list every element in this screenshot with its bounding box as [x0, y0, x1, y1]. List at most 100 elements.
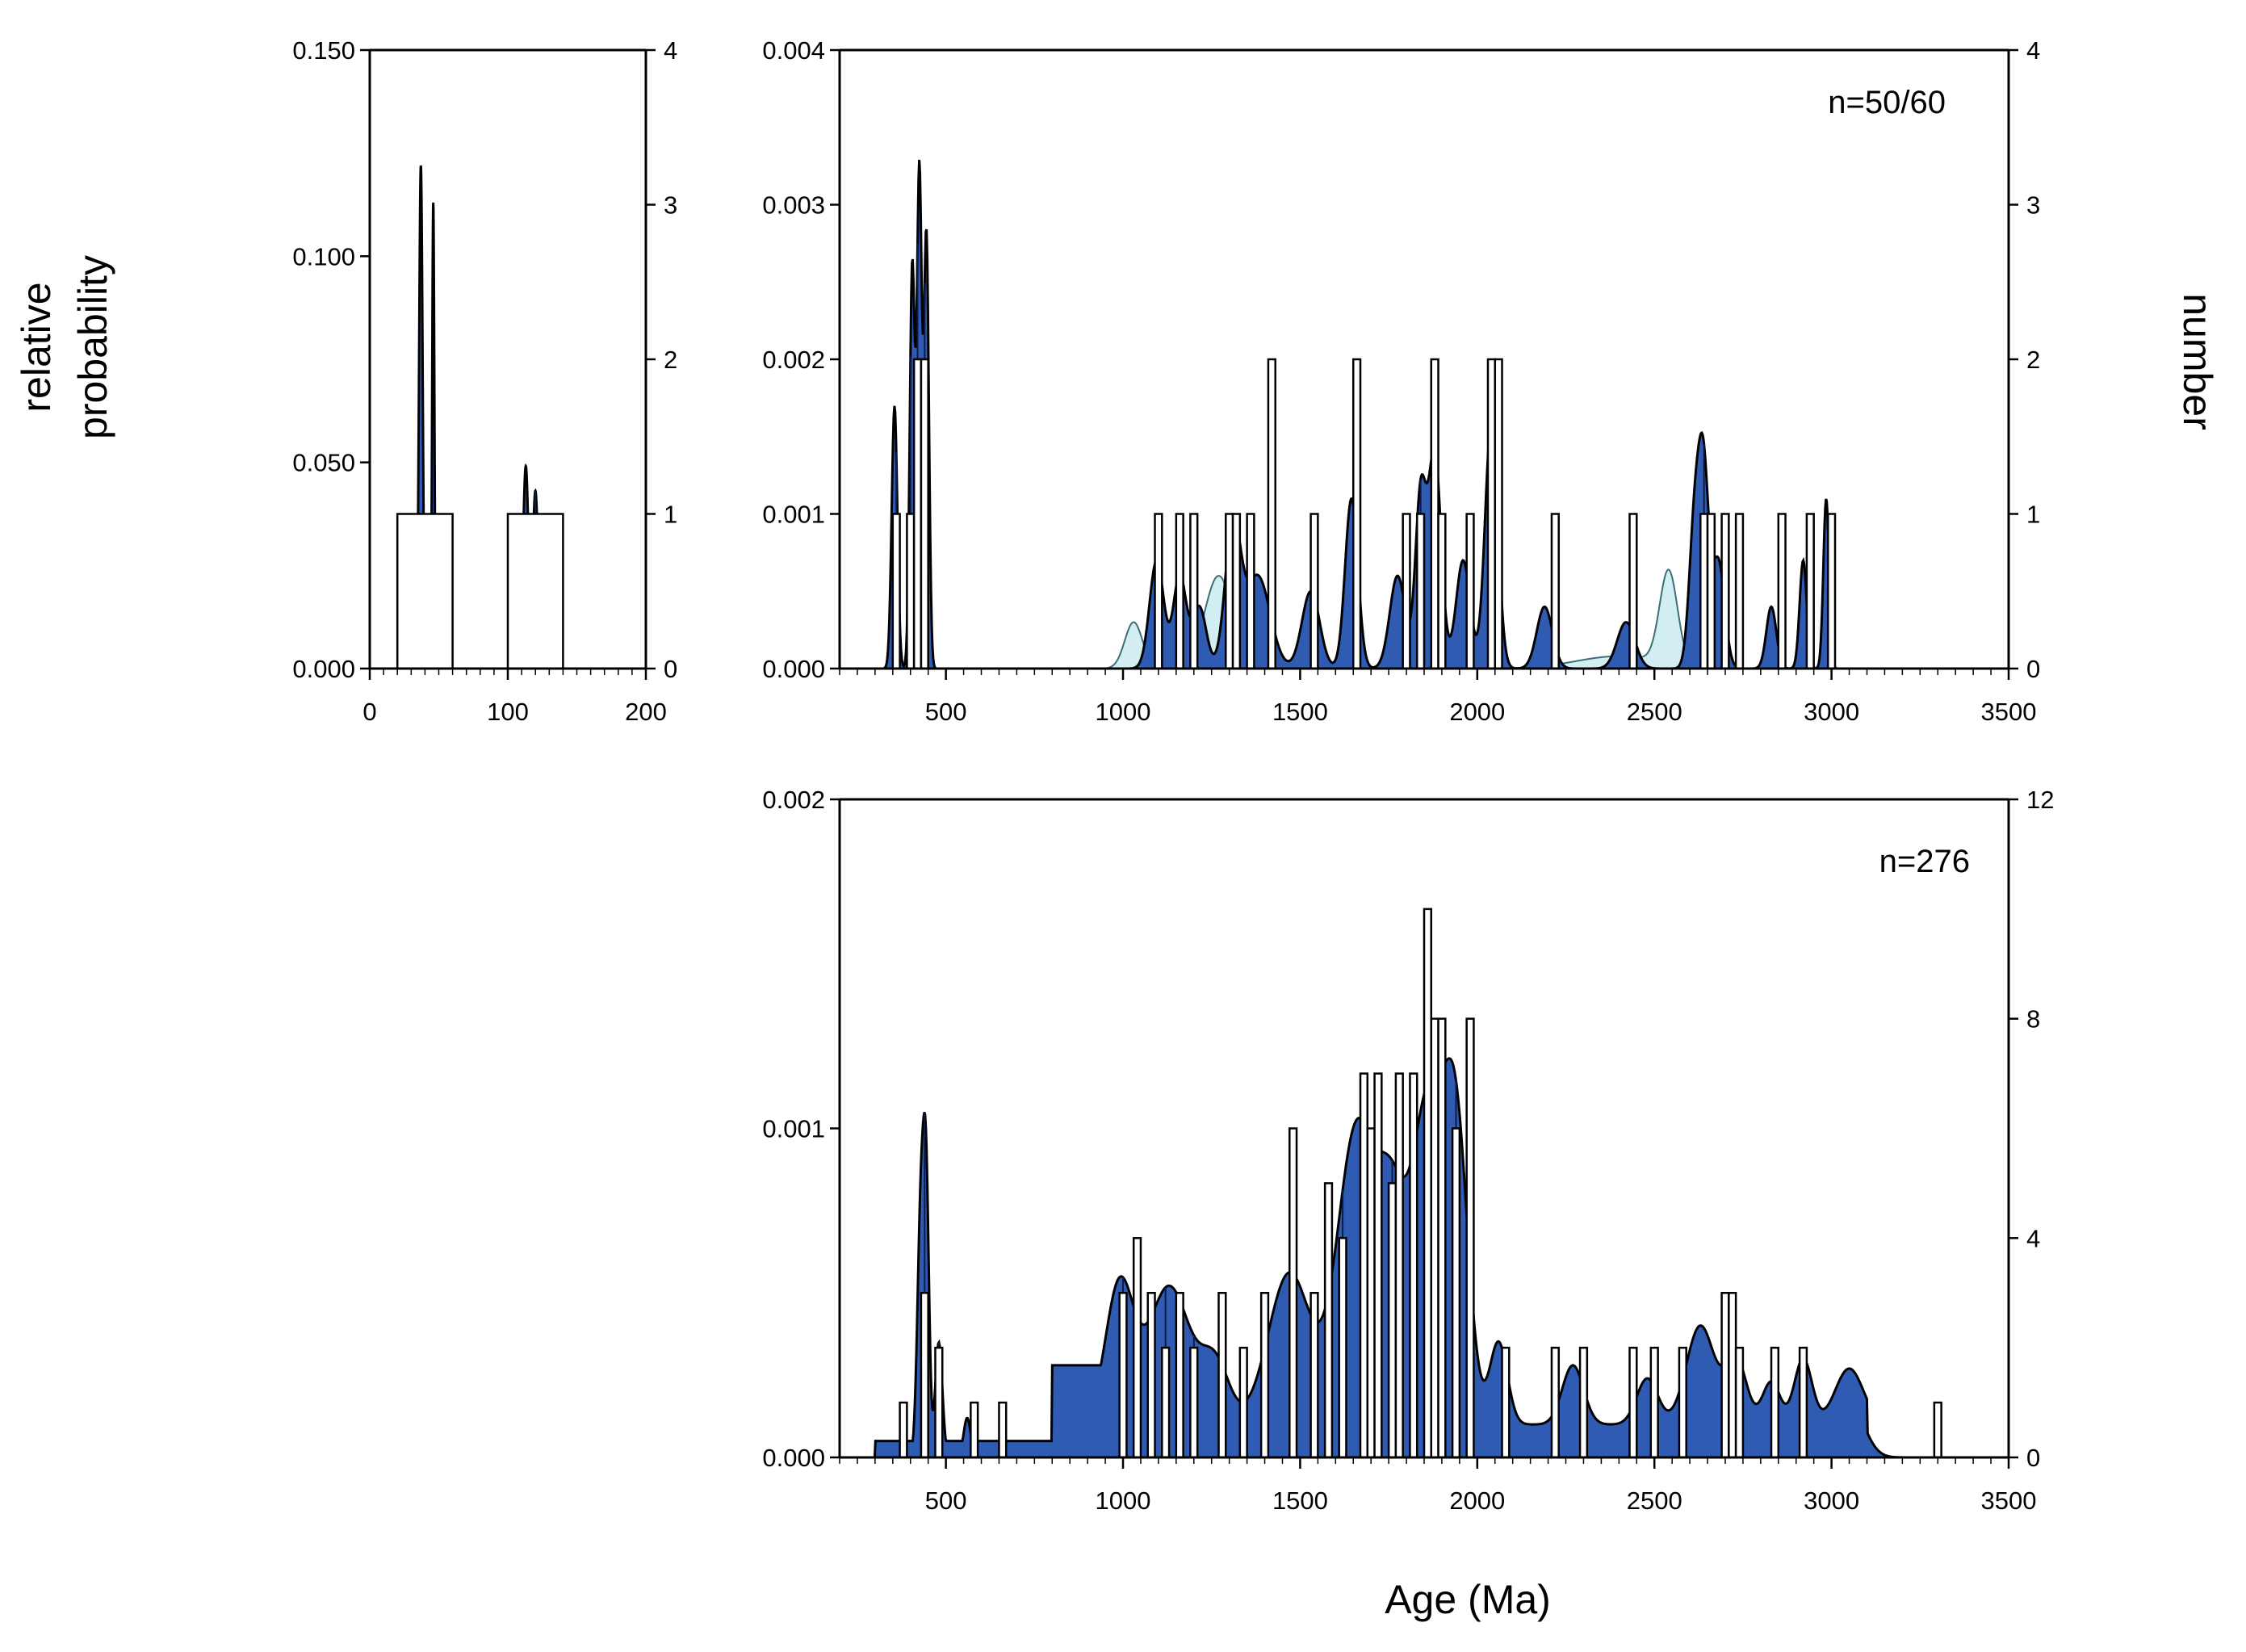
sample-count-label: n=50/60 — [1828, 85, 1946, 120]
x-tick-label: 2500 — [1627, 1486, 1682, 1515]
y-right-tick-label: 4 — [664, 36, 677, 65]
y-left-tick-label: 0.001 — [762, 1115, 825, 1143]
histogram-bar — [1246, 513, 1255, 670]
histogram-bar — [1338, 1237, 1347, 1459]
y-left-tick-label: 0.000 — [762, 1444, 825, 1472]
histogram-bar — [1351, 358, 1362, 670]
histogram-bar — [1373, 1072, 1383, 1459]
panel-young-ages: 0.000 0.050 0.100 0.150 0 1 2 3 4 0 100 200 — [292, 36, 677, 726]
histogram-bar — [891, 513, 901, 670]
y-right-tick-label: 3 — [2026, 191, 2040, 220]
histogram-bar — [1225, 513, 1234, 670]
y-right-tick-label: 0 — [2026, 1444, 2040, 1472]
histogram-bar — [920, 1292, 929, 1459]
histogram-bar — [899, 1401, 908, 1459]
histogram-bar — [1231, 513, 1242, 670]
x-tick-label: 500 — [925, 1486, 967, 1515]
histogram-bar — [1132, 1237, 1142, 1459]
histogram-bar — [1154, 513, 1163, 670]
histogram-bar — [1387, 1182, 1397, 1459]
histogram-bar — [1430, 1017, 1439, 1459]
histogram-bar — [906, 513, 916, 670]
histogram-bar — [1720, 1292, 1730, 1459]
panel-sample-ages: 0.000 0.001 0.002 0.003 0.004 0 1 2 3 4 500 1000 150… — [762, 36, 2040, 726]
histogram-bar — [1486, 358, 1497, 670]
y-right-tick-label: 0 — [664, 655, 677, 683]
y-right-tick-label: 8 — [2026, 1005, 2040, 1034]
histogram-bar — [1238, 1346, 1248, 1459]
histogram-bar — [1501, 1346, 1511, 1459]
histogram-bar — [1798, 1346, 1808, 1459]
x-tick-label: 100 — [487, 698, 529, 726]
y-right-tick-label: 2 — [2026, 346, 2040, 374]
histogram-bar — [1359, 1072, 1369, 1459]
y-right-tick-label: 4 — [2026, 36, 2040, 65]
x-tick-label: 1000 — [1096, 1486, 1151, 1515]
histogram-bar — [1734, 1346, 1745, 1459]
histogram-bar — [1720, 513, 1730, 670]
histogram-bar — [912, 358, 923, 670]
histogram-bar — [1175, 513, 1184, 670]
sample-count-label: n=276 — [1879, 844, 1970, 879]
x-tick-label: 2000 — [1449, 698, 1505, 726]
y-right-tick-label: 12 — [2026, 786, 2054, 814]
y-right-tick-label: 1 — [664, 501, 677, 529]
histogram-bar — [1734, 513, 1745, 670]
y-left-tick-label: 0.050 — [292, 449, 355, 477]
x-tick-label: 3500 — [1981, 1486, 2037, 1515]
left-axis-title-line1: relative — [14, 282, 59, 412]
x-tick-label: 1500 — [1272, 698, 1328, 726]
histogram-bar — [1189, 513, 1199, 670]
x-tick-label: 3000 — [1804, 698, 1859, 726]
histogram-bar — [1415, 513, 1426, 670]
y-left-tick-label: 0.150 — [292, 36, 355, 65]
y-left-tick-label: 0.100 — [292, 242, 355, 270]
x-tick-label: 1500 — [1272, 1486, 1328, 1515]
histogram-bar — [1259, 1292, 1270, 1459]
y-right-tick-label: 2 — [664, 346, 677, 374]
y-left-tick-label: 0.003 — [762, 191, 825, 220]
histogram-bar — [1465, 513, 1475, 670]
y-left-tick-label: 0.001 — [762, 501, 825, 529]
y-right-tick-label: 3 — [664, 191, 677, 220]
x-tick-label: 1000 — [1096, 698, 1151, 726]
y-right-tick-label: 4 — [2026, 1224, 2040, 1252]
histogram-bar — [396, 513, 454, 670]
histogram-bar — [506, 513, 564, 670]
histogram-bar — [1217, 1292, 1227, 1459]
histogram-bar — [1146, 1292, 1156, 1459]
histogram-bar — [1550, 513, 1560, 670]
histogram-bar — [1933, 1401, 1942, 1459]
x-tick-label: 2000 — [1449, 1486, 1505, 1515]
x-tick-label: 3000 — [1804, 1486, 1859, 1515]
y-left-tick-label: 0.000 — [292, 655, 355, 683]
histogram-bar — [1706, 513, 1716, 670]
histogram-bar — [920, 358, 929, 670]
histogram-bar — [1437, 513, 1447, 670]
histogram-bar — [1494, 358, 1503, 670]
x-tick-label: 0 — [362, 698, 376, 726]
y-right-tick-label: 0 — [2026, 655, 2040, 683]
histogram-bar — [934, 1346, 944, 1459]
histogram-bar — [998, 1401, 1008, 1459]
y-left-tick-label: 0.004 — [762, 36, 825, 65]
y-left-tick-label: 0.000 — [762, 655, 825, 683]
right-axis-title: number — [2175, 293, 2220, 430]
histogram-bar — [1366, 1127, 1376, 1459]
x-tick-label: 3500 — [1981, 698, 2037, 726]
histogram-bar — [1699, 513, 1709, 670]
histogram-bar — [1678, 1346, 1687, 1459]
histogram-bar — [1309, 1292, 1319, 1459]
histogram-bar — [1451, 1127, 1461, 1459]
histogram-bar — [1578, 1346, 1589, 1459]
histogram-bar — [1118, 1292, 1128, 1459]
histogram-bar — [1175, 1292, 1184, 1459]
y-left-tick-label: 0.002 — [762, 786, 825, 814]
histogram-bar — [1289, 1127, 1298, 1459]
x-axis-title: Age (Ma) — [1385, 1577, 1551, 1622]
histogram-bar — [1770, 1346, 1780, 1459]
histogram-bar — [1430, 358, 1439, 670]
y-left-tick-label: 0.002 — [762, 346, 825, 374]
histogram-bar — [970, 1401, 979, 1459]
